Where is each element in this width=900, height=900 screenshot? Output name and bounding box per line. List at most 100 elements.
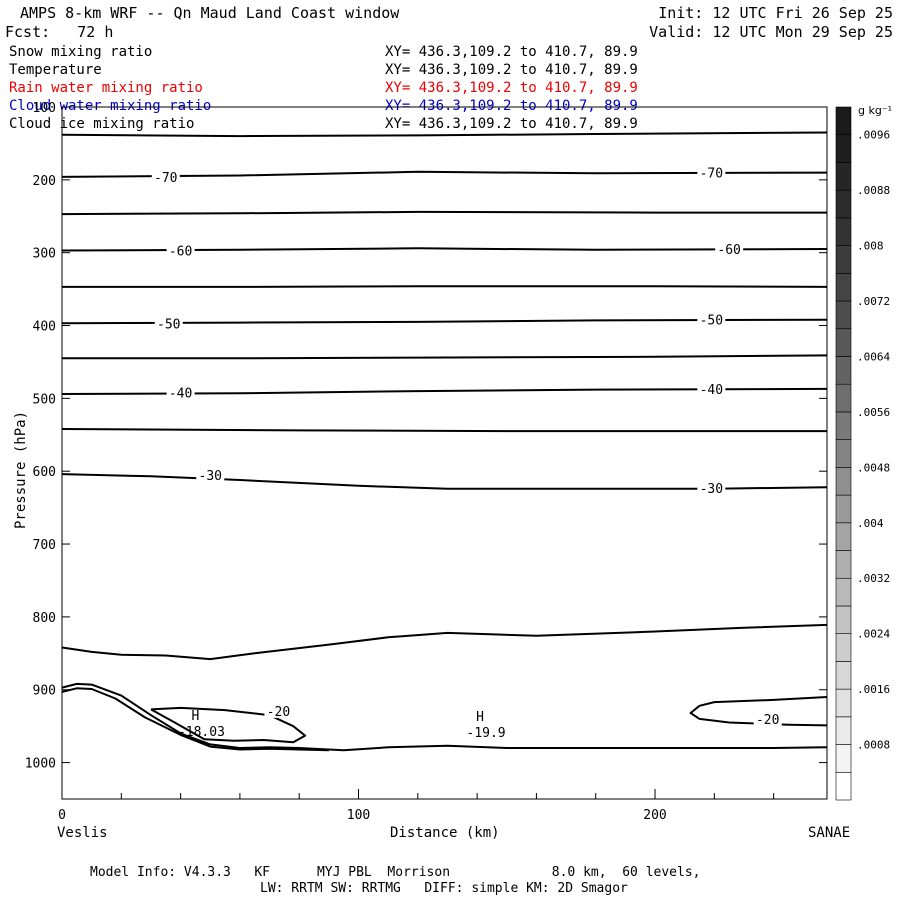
field-xy: XY= 436.3,109.2 to 410.7, 89.9 [385, 116, 638, 132]
contour-label: -60 [169, 244, 192, 259]
colorbar-cell [835, 550, 852, 579]
colorbar-cell [835, 189, 852, 219]
colorbar-label: .0064 [857, 350, 890, 363]
left-endpoint-label: Veslis [57, 825, 108, 841]
colorbar-cell [835, 494, 852, 524]
isotherm--55 [62, 285, 828, 288]
extremum-marker: H [192, 709, 200, 724]
colorbar-cell [835, 771, 852, 801]
contour-labels: -70 -70-60 -60-50 -50-40 -40-30-30-20-20H-18… [151, 164, 782, 741]
isotherm--45 [62, 354, 828, 360]
colorbar-label: .004 [857, 517, 884, 530]
colorbar-cell [835, 716, 852, 745]
x-tick-label: 200 [643, 808, 666, 823]
right-endpoint-label: SANAE [808, 825, 851, 841]
model-info-line2: LW: RRTM SW: RRTMG DIFF: simple KM: 2D S… [260, 881, 628, 896]
field-name: Temperature [9, 62, 102, 78]
colorbar-cell [835, 633, 852, 662]
contour-label-bg [697, 311, 726, 327]
colorbar-cell [835, 134, 852, 163]
colorbar-cell [835, 273, 852, 302]
colorbar-cell [835, 217, 852, 246]
isotherm--35 [61, 428, 827, 433]
colorbar-label: .0072 [857, 295, 890, 308]
contour-label-bg [166, 384, 195, 400]
y-tick-label: 200 [33, 174, 56, 189]
contour-label: -30 [700, 482, 723, 497]
contour-label-bg [264, 702, 293, 718]
colorbar-cell [835, 522, 852, 551]
colorbar-label: .0048 [857, 461, 890, 474]
plot-frame [61, 106, 828, 800]
colorbar: .0008 .0016 .0024 .0032 .004 .0048 .0056 .0064.… [835, 106, 890, 801]
colorbar-cell [835, 162, 852, 191]
contour-label: -50 [700, 314, 723, 329]
colorbar-cell [835, 605, 852, 634]
contour-label: -30 [199, 469, 222, 484]
contour-label-bg [697, 164, 726, 180]
field-xy: XY= 436.3,109.2 to 410.7, 89.9 [385, 80, 638, 96]
colorbar-cell [835, 106, 852, 136]
y-tick-label: 600 [33, 465, 56, 480]
axes: 100 200 300 400 500 600 700 800 900 1000 0 100 200 [25, 101, 828, 823]
x-tick-label: 100 [347, 808, 370, 823]
isotherm--30 [61, 473, 828, 490]
y-tick-label: 800 [33, 611, 56, 626]
isotherm--20-loop [150, 706, 307, 744]
field-name: Rain water mixing ratio [9, 80, 203, 96]
extremum-value: -18.03 [178, 725, 225, 740]
contour-label: -70 [700, 167, 723, 182]
colorbar-cell [835, 439, 852, 468]
contour-label: -70 [154, 171, 177, 186]
x-tick-label: 0 [58, 808, 66, 823]
forecast-hour: Fcst: 72 h [5, 23, 114, 41]
isotherm--20-inner [61, 687, 329, 752]
contour-label-bg [151, 168, 180, 184]
isotherm-p-top [61, 131, 828, 138]
y-axis-label: Pressure (hPa) [13, 410, 30, 530]
isotherm--70 [61, 170, 828, 178]
colorbar-cell [835, 328, 852, 357]
init-time: Init: 12 UTC Fri 26 Sep 25 [658, 4, 893, 22]
contour-label: -50 [157, 317, 180, 332]
colorbar-label: .0016 [857, 683, 890, 696]
y-tick-label: 900 [33, 684, 56, 699]
valid-time: Valid: 12 UTC Mon 29 Sep 25 [649, 23, 893, 41]
contour-label: -20 [267, 705, 290, 720]
x-axis-label: Distance (km) [390, 825, 500, 841]
contour-label-bg [715, 241, 744, 257]
field-name: Snow mixing ratio [9, 44, 153, 60]
colorbar-cell [835, 300, 852, 330]
y-tick-label: 700 [33, 538, 56, 553]
colorbar-cell [835, 356, 852, 385]
contour-label-bg [697, 380, 726, 396]
y-tick-label: 1000 [25, 757, 56, 772]
y-tick-label: 400 [33, 320, 56, 335]
colorbar-cell [835, 383, 852, 413]
field-xy: XY= 436.3,109.2 to 410.7, 89.9 [385, 62, 638, 78]
field-name: Cloud ice mixing ratio [9, 116, 195, 132]
contour-label-bg [154, 315, 183, 331]
extremum-marker: H [476, 710, 484, 725]
field-xy: XY= 436.3,109.2 to 410.7, 89.9 [385, 98, 638, 114]
contour-label-bg [166, 242, 195, 258]
chart-title: AMPS 8-km WRF -- Qn Maud Land Coast wind… [20, 4, 400, 22]
field-xy: XY= 436.3,109.2 to 410.7, 89.9 [385, 44, 638, 60]
colorbar-cell [835, 245, 852, 274]
model-info-line1: Model Info: V4.3.3 KF MYJ PBL Morrison 8… [90, 865, 701, 880]
contour-label-bg [697, 479, 726, 495]
colorbar-label: .0056 [857, 406, 890, 419]
colorbar-cell [835, 661, 852, 690]
colorbar-cell [835, 744, 852, 773]
extremum-value: -19.9 [467, 726, 506, 741]
contour-label: -40 [169, 387, 192, 402]
colorbar-label: .0096 [857, 129, 890, 142]
colorbar-label: .0032 [857, 572, 890, 585]
colorbar-cell [835, 467, 852, 496]
contour-label-bg [753, 710, 782, 726]
contour-label: -20 [756, 713, 779, 728]
colorbar-label: .0008 [857, 739, 890, 752]
contour-label: -40 [700, 383, 723, 398]
colorbar-unit: g kg⁻¹ [858, 104, 893, 117]
isotherm-contours [61, 131, 828, 752]
